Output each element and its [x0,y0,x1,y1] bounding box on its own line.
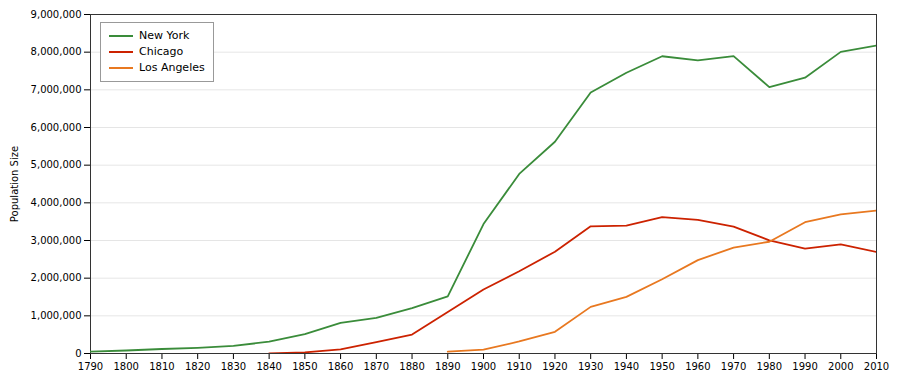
svg-text:1980: 1980 [757,361,782,372]
svg-text:3,000,000: 3,000,000 [31,235,82,246]
svg-text:2010: 2010 [864,361,889,372]
svg-text:9,000,000: 9,000,000 [31,9,82,20]
svg-text:1920: 1920 [542,361,567,372]
svg-text:4,000,000: 4,000,000 [31,197,82,208]
svg-text:Population Size: Population Size [9,146,20,222]
svg-text:7,000,000: 7,000,000 [31,84,82,95]
svg-text:1890: 1890 [435,361,460,372]
svg-text:1960: 1960 [685,361,710,372]
svg-text:1820: 1820 [185,361,210,372]
svg-text:1830: 1830 [221,361,246,372]
html-text:Chicago: Chicago [139,45,184,58]
svg-text:1940: 1940 [614,361,639,372]
html-text:Los Angeles: Los Angeles [139,61,205,74]
svg-text:1950: 1950 [649,361,674,372]
svg-text:1850: 1850 [292,361,317,372]
svg-text:1810: 1810 [149,361,174,372]
svg-text:2000: 2000 [828,361,853,372]
svg-text:1900: 1900 [471,361,496,372]
svg-text:1930: 1930 [578,361,603,372]
svg-text:1880: 1880 [399,361,424,372]
html-text:New York: New York [139,29,190,42]
svg-text:0: 0 [75,348,81,359]
svg-text:5,000,000: 5,000,000 [31,159,82,170]
svg-text:1910: 1910 [507,361,532,372]
svg-text:1860: 1860 [328,361,353,372]
svg-text:1,000,000: 1,000,000 [31,310,82,321]
svg-text:1800: 1800 [114,361,139,372]
svg-text:1840: 1840 [256,361,281,372]
svg-text:1790: 1790 [78,361,103,372]
svg-text:1870: 1870 [364,361,389,372]
svg-text:8,000,000: 8,000,000 [31,46,82,57]
svg-text:6,000,000: 6,000,000 [31,122,82,133]
svg-text:2,000,000: 2,000,000 [31,272,82,283]
svg-text:1990: 1990 [792,361,817,372]
svg-text:1970: 1970 [721,361,746,372]
